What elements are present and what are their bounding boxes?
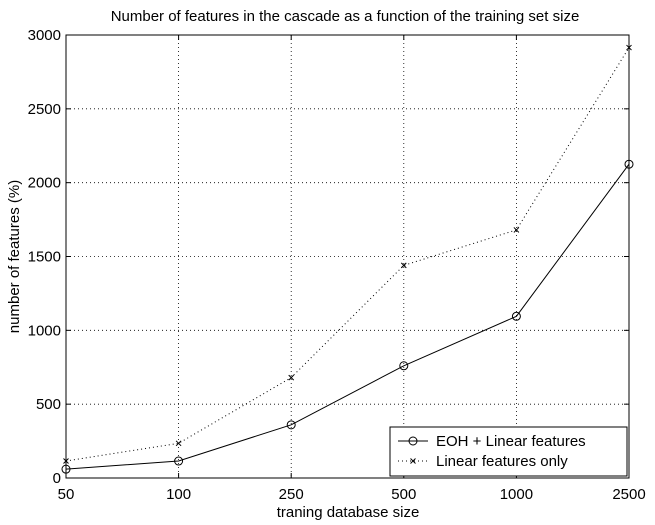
data-point-circle	[624, 159, 634, 169]
y-tick-label: 2000	[28, 175, 61, 192]
x-tick-label: 250	[279, 486, 304, 503]
legend-box	[389, 426, 628, 477]
x-tick-label: 500	[391, 486, 416, 503]
y-tick-label: 3000	[28, 27, 61, 44]
data-point-circle	[511, 311, 521, 321]
y-tick-label: 1500	[28, 249, 61, 266]
data-point-x	[63, 458, 69, 464]
y-axis-label: number of features (%)	[6, 180, 23, 333]
series-group	[61, 44, 634, 474]
data-point-x	[175, 440, 182, 447]
legend-marker-linear	[410, 458, 416, 464]
legend-label-eoh: EOH + Linear features	[436, 433, 586, 450]
x-tick-label: 1000	[500, 486, 533, 503]
legend-label-linear: Linear features only	[436, 453, 568, 470]
series-line-eoh-linear	[65, 163, 630, 470]
data-point-x	[400, 262, 407, 269]
plot-area	[66, 35, 629, 478]
data-point-circle	[61, 464, 71, 474]
data-point-x	[288, 374, 295, 381]
data-point-circle	[174, 456, 184, 466]
chart-title: Number of features in the cascade as a f…	[111, 8, 580, 25]
y-tick-label: 1000	[28, 322, 61, 339]
x-axis-label: traning database size	[277, 504, 420, 521]
data-point-circle	[286, 420, 296, 430]
data-point-circle	[399, 361, 409, 371]
x-tick-label: 2500	[612, 486, 645, 503]
y-axis: 0 500 1000 1500 2000 2500 3000	[28, 27, 629, 487]
y-tick-label: 500	[36, 396, 61, 413]
legend-marker-eoh	[408, 436, 418, 446]
data-point-x	[626, 44, 632, 51]
x-tick-label: 100	[166, 486, 191, 503]
y-tick-label: 2500	[28, 101, 61, 118]
x-axis: 50 100 250 500 1000 2500	[58, 35, 646, 503]
legend: EOH + Linear features Linear features on…	[389, 426, 628, 477]
data-point-x	[513, 227, 520, 233]
y-tick-label: 0	[53, 470, 61, 487]
x-tick-label: 50	[58, 486, 75, 503]
